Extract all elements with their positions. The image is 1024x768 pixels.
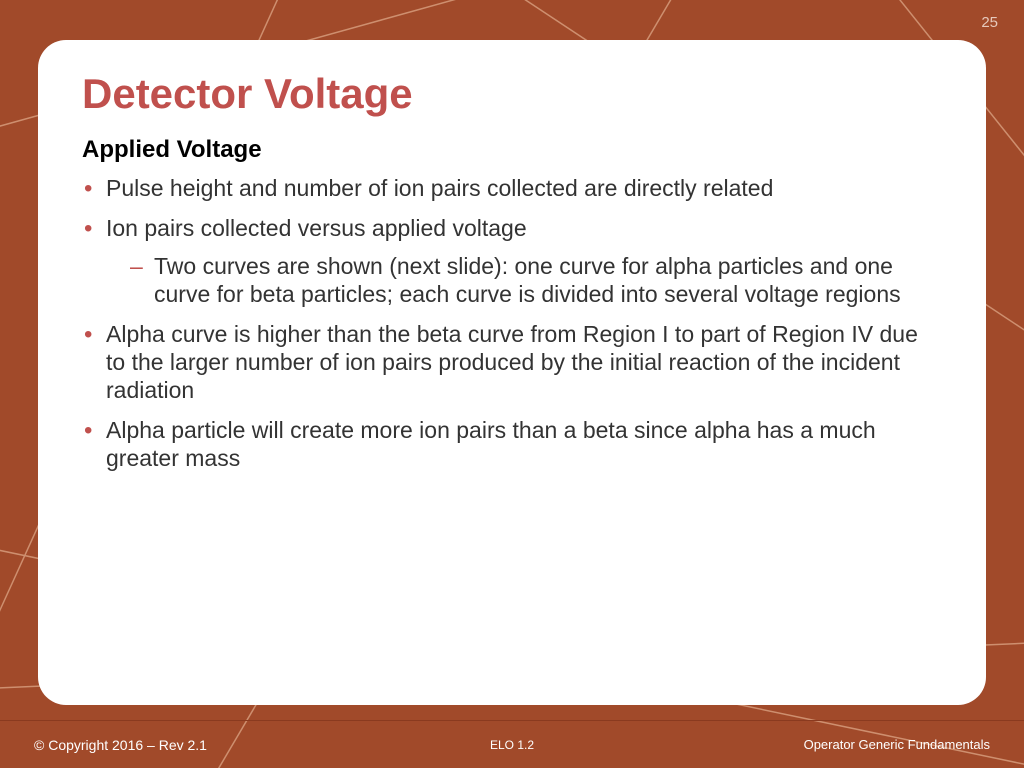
bullet-text: Alpha particle will create more ion pair… — [106, 417, 876, 471]
footer-copyright: © Copyright 2016 – Rev 2.1 — [34, 737, 353, 753]
sub-bullet-list: Two curves are shown (next slide): one c… — [106, 252, 942, 308]
slide-title: Detector Voltage — [82, 70, 942, 118]
bullet-text: Alpha curve is higher than the beta curv… — [106, 321, 918, 403]
slide-subtitle: Applied Voltage — [82, 136, 942, 164]
bullet-item: Alpha curve is higher than the beta curv… — [82, 320, 942, 404]
bullet-list: Pulse height and number of ion pairs col… — [82, 174, 942, 472]
bullet-text: Pulse height and number of ion pairs col… — [106, 175, 773, 201]
bullet-item: Pulse height and number of ion pairs col… — [82, 174, 942, 202]
sub-bullet-item: Two curves are shown (next slide): one c… — [106, 252, 942, 308]
content-card: Detector Voltage Applied Voltage Pulse h… — [38, 40, 986, 705]
bullet-text: Ion pairs collected versus applied volta… — [106, 215, 527, 241]
slide-number: 25 — [981, 14, 998, 31]
sub-bullet-text: Two curves are shown (next slide): one c… — [154, 253, 901, 307]
footer: © Copyright 2016 – Rev 2.1 ELO 1.2 Opera… — [0, 720, 1024, 768]
bullet-item: Ion pairs collected versus applied volta… — [82, 214, 942, 308]
bullet-item: Alpha particle will create more ion pair… — [82, 416, 942, 472]
footer-course: Operator Generic Fundamentals — [671, 737, 990, 752]
footer-elo: ELO 1.2 — [353, 738, 672, 752]
